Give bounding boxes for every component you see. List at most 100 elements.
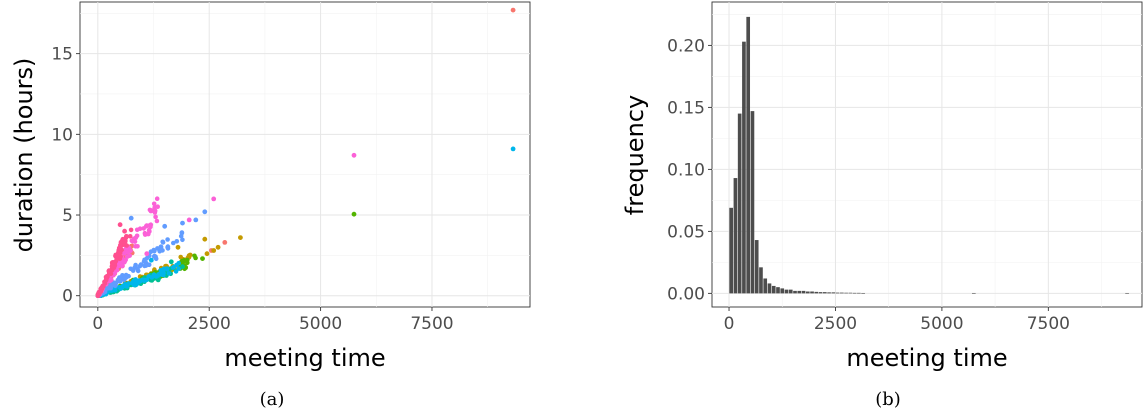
panel-a-cluster-point bbox=[132, 277, 137, 283]
panel-a-data-point bbox=[204, 251, 210, 257]
panel-a-data-point bbox=[510, 146, 516, 152]
panel-b-bar bbox=[827, 292, 831, 294]
panel-a-cluster-point bbox=[171, 240, 176, 246]
panel-b-bar bbox=[729, 207, 733, 294]
panel-b-bar bbox=[763, 278, 768, 294]
panel-a-scatter: 0 2500 5000 7500 0 5 10 15 meeting time durati… bbox=[10, 1, 531, 410]
panel-a-data-point bbox=[162, 223, 168, 229]
panel-b-bar bbox=[814, 291, 819, 294]
panel-a-cluster-point bbox=[98, 289, 104, 294]
panel-a-cluster-point bbox=[132, 239, 138, 244]
panel-b-bar bbox=[742, 41, 746, 294]
panel-b-bar bbox=[797, 290, 802, 294]
panel-b-bar bbox=[793, 290, 797, 294]
panel-a-data-point bbox=[202, 236, 208, 242]
panel-b-bar bbox=[818, 292, 823, 294]
panel-a-cluster-point bbox=[142, 257, 147, 263]
panel-b-x-tick-label: 5000 bbox=[920, 314, 963, 334]
panel-a-cluster-point bbox=[118, 286, 124, 291]
panel-b-x-ticks: 0 2500 5000 7500 bbox=[724, 307, 1070, 334]
panel-a-cluster-point bbox=[111, 260, 117, 266]
panel-b-y-ticks: 0.00 0.05 0.10 0.15 0.20 bbox=[667, 36, 712, 304]
panel-b-y-tick-label: 0.05 bbox=[667, 222, 705, 242]
panel-a-y-ticks: 0 5 10 15 bbox=[51, 45, 80, 307]
panel-a-cluster-point bbox=[165, 244, 171, 249]
panel-a-cluster-point bbox=[136, 280, 141, 285]
panel-b-grid bbox=[712, 2, 1142, 307]
panel-a-data-point bbox=[186, 217, 192, 223]
panel-a-cluster-point bbox=[161, 270, 166, 276]
panel-a-cluster-point bbox=[160, 239, 165, 245]
panel-a-cluster-point bbox=[179, 230, 185, 235]
panel-b-bar bbox=[737, 113, 742, 294]
panel-a-cluster-point bbox=[128, 248, 133, 253]
panel-b-bar bbox=[848, 292, 853, 294]
panel-a-cluster-point bbox=[174, 239, 180, 244]
panel-a-cluster-point bbox=[176, 260, 181, 266]
panel-a-cluster-point bbox=[178, 254, 183, 260]
panel-b-y-tick-label: 0.20 bbox=[667, 36, 705, 56]
panel-a-cluster-point bbox=[138, 262, 144, 267]
panel-a-cluster-point bbox=[122, 260, 127, 265]
panel-a-cluster-point bbox=[103, 277, 109, 283]
panel-a-data-point bbox=[168, 259, 174, 265]
panel-a-cluster-point bbox=[133, 235, 139, 240]
panel-b-bar bbox=[840, 292, 844, 294]
panel-a-cluster-point bbox=[128, 227, 134, 233]
panel-a-cluster-point bbox=[122, 275, 128, 281]
panel-b-bar bbox=[746, 16, 751, 294]
panel-a-y-tick-label: 10 bbox=[51, 125, 73, 145]
panel-a-cluster-point bbox=[154, 218, 160, 224]
panel-a-cluster-point bbox=[115, 253, 121, 258]
panel-a-cluster-point bbox=[166, 271, 172, 276]
panel-a-data-point bbox=[117, 222, 123, 228]
panel-b-bar bbox=[784, 289, 789, 294]
panel-a-cluster-point bbox=[192, 253, 197, 259]
panel-a-cluster-point bbox=[137, 226, 143, 231]
panel-a-cluster-point bbox=[151, 201, 157, 207]
panel-b-bar bbox=[805, 291, 810, 294]
panel-b-bar bbox=[776, 287, 780, 294]
panel-b-bars bbox=[729, 16, 1129, 294]
panel-b-bar bbox=[822, 292, 827, 294]
panel-a-cluster-point bbox=[116, 245, 122, 251]
panel-a-cluster-point bbox=[147, 207, 153, 213]
panel-b-bar bbox=[852, 292, 857, 294]
panel-b-x-tick-label: 2500 bbox=[814, 314, 857, 334]
panel-a-cluster-point bbox=[135, 268, 141, 274]
panel-a-data-point bbox=[180, 264, 185, 270]
panel-b-bar bbox=[771, 285, 776, 294]
panel-a-y-tick-label: 5 bbox=[62, 206, 73, 226]
panel-a-cluster-point bbox=[106, 268, 112, 274]
panel-a-data-point bbox=[351, 211, 357, 217]
panel-a-x-ticks: 0 2500 5000 7500 bbox=[92, 307, 454, 334]
panel-a-data-point bbox=[193, 217, 199, 223]
panel-a-data-point bbox=[200, 256, 205, 261]
panel-a-data-point bbox=[222, 240, 228, 245]
panel-a-cluster-point bbox=[126, 281, 131, 286]
panel-a-cluster-point bbox=[142, 230, 148, 236]
panel-b-x-tick-label: 7500 bbox=[1027, 314, 1070, 334]
panel-a-cluster-point bbox=[181, 258, 187, 263]
panel-a-cluster-point bbox=[147, 223, 152, 228]
panel-b-bar bbox=[835, 292, 840, 294]
panel-b-bar bbox=[861, 292, 865, 294]
panel-a-cluster-point bbox=[143, 263, 149, 268]
panel-a-data-point bbox=[238, 235, 243, 241]
panel-a-data-point bbox=[211, 248, 217, 253]
panel-a-points bbox=[95, 7, 516, 299]
panel-b-y-tick-label: 0.10 bbox=[667, 160, 705, 180]
panel-a-cluster-point bbox=[131, 281, 137, 287]
panel-b-bar bbox=[857, 292, 861, 294]
panel-a-x-axis-label: meeting time bbox=[224, 344, 385, 372]
panel-b-bar bbox=[1125, 292, 1129, 294]
panel-a-y-axis-label: duration (hours) bbox=[10, 58, 38, 253]
panel-a-cluster-point bbox=[171, 264, 177, 270]
panel-b-bar bbox=[759, 267, 763, 294]
panel-a-cluster-point bbox=[118, 275, 123, 280]
panel-a-cluster-point bbox=[140, 277, 145, 283]
panel-a-cluster-point bbox=[121, 251, 127, 256]
panel-b-bar bbox=[780, 288, 785, 294]
panel-a-data-point bbox=[351, 152, 357, 158]
